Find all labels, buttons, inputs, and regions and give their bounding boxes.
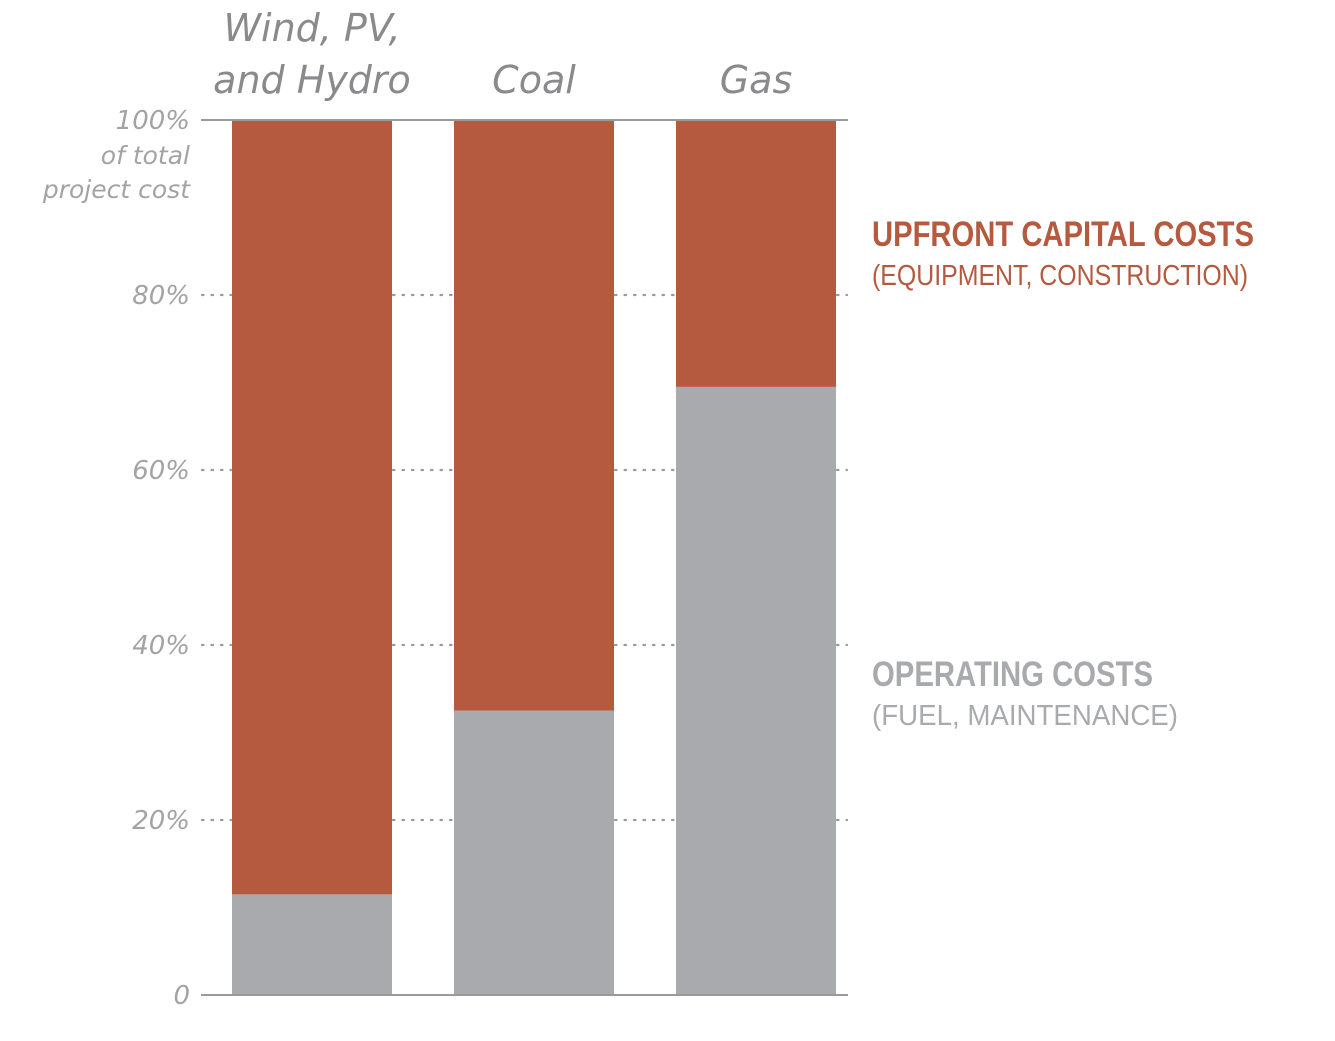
bar-capital-2 <box>676 120 836 387</box>
grid-layer <box>200 293 849 822</box>
category-label-0: and Hydro <box>213 58 411 102</box>
category-label-2: Gas <box>720 58 793 102</box>
y-tick-label: 0 <box>173 981 190 1011</box>
category-label-0: Wind, PV, <box>223 6 400 50</box>
y-tick-label: 80% <box>132 281 190 311</box>
y-tick-label: 100% <box>116 106 190 136</box>
y-top-sublabel: project cost <box>42 175 191 204</box>
legend-subtitle-capital: (EQUIPMENT, CONSTRUCTION) <box>872 260 1248 292</box>
y-tick-label: 40% <box>132 631 190 661</box>
legend-title-capital: UPFRONT CAPITAL COSTS <box>872 215 1254 254</box>
bar-capital-1 <box>454 120 614 711</box>
bar-operating-1 <box>454 710 614 995</box>
y-tick-label: 20% <box>132 806 190 836</box>
bar-capital-0 <box>232 120 392 895</box>
y-top-sublabel: of total <box>101 141 190 170</box>
bar-operating-2 <box>676 386 836 995</box>
legend-subtitle-operating: (FUEL, MAINTENANCE) <box>872 700 1178 732</box>
axis-layer: 0 20% 40% 60% 80% 100% of total project cost <box>42 106 848 1011</box>
bar-operating-0 <box>232 894 392 995</box>
legend-title-operating: OPERATING COSTS <box>872 655 1153 694</box>
category-label-1: Coal <box>492 58 576 102</box>
y-tick-label: 60% <box>132 456 190 486</box>
bar-layer <box>232 120 836 995</box>
category-labels: Wind, PV, and Hydro Coal Gas <box>213 6 792 102</box>
legend: OPERATING COSTS (FUEL, MAINTENANCE) UPFRON… <box>872 215 1254 732</box>
